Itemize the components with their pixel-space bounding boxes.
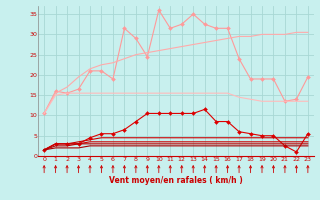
- X-axis label: Vent moyen/en rafales ( km/h ): Vent moyen/en rafales ( km/h ): [109, 176, 243, 185]
